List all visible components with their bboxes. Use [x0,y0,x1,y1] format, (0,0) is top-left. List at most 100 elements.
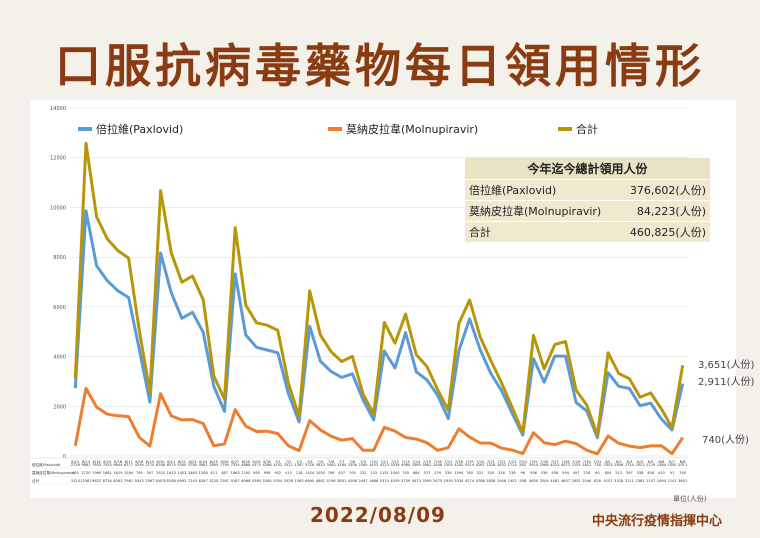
data-label: 3504 [540,479,550,483]
data-label: 2281 [220,479,229,483]
data-label: 9622 [92,479,101,483]
data-label: 1894 [657,479,667,483]
data-label: 3651 [678,479,687,483]
x-tick-label: 7/19 [466,460,475,464]
x-tick-label: 7/14 [412,460,421,464]
x-tick-label: 7/5 [317,460,323,464]
x-tick-label: 6/17 [125,460,133,464]
series-line-total [73,141,685,437]
x-tick-label: 7/15 [423,460,431,464]
x-tick-label: 7/23 [508,460,516,464]
data-label: 2497 [358,479,367,483]
summary-table: 今年迄今總計領用人份 倍拉維(Paxlovid) 376,602(人份) 莫納皮… [465,158,710,243]
data-label: 2911 [678,463,687,467]
data-label: 4266 [263,463,273,467]
data-label: 411 [210,471,217,475]
x-tick-label: 7/1 [275,460,281,464]
data-label: 410 [658,471,666,475]
data-label: 2537 [646,479,655,483]
x-tick-label: 6/23 [188,460,196,464]
summary-row: 莫納皮拉韋(Molnupiravir) 84,223(人份) [465,200,710,222]
x-tick-label: 6/21 [167,460,175,464]
data-label: 3812 [316,463,325,467]
data-label: 1505 [444,463,453,467]
data-label: 4267 [476,463,485,467]
data-label: 7324 [231,463,241,467]
data-label: 3111 [625,479,634,483]
data-label: 5054 [273,479,283,483]
data-label: 684 [413,471,421,475]
data-label: 4006 [348,479,358,483]
data-label: 2129 [646,463,656,467]
data-label: 2170 [145,463,155,467]
legend-label: 合計 [576,122,598,136]
data-label: 1686 [369,479,379,483]
data-label: 1839 [444,479,454,483]
data-label: 3306 [348,463,358,467]
data-label: 1050 [316,471,326,475]
data-label: 537 [424,471,431,475]
data-label: 6640 [305,479,315,483]
data-label: 3220 [209,479,219,483]
data-label: 2361 [635,479,644,483]
data-label: 4196 [326,479,336,483]
data-label: 90 [595,471,600,475]
table-row-label: 莫納皮拉韋(Molnupiravir) [32,470,76,475]
data-label: 2726 [71,463,81,467]
data-label: 804 [605,471,613,475]
data-label: 4240 [454,463,464,467]
data-label: 700 [349,471,357,475]
data-label: 1613 [167,471,176,475]
data-label: 397 [146,471,153,475]
x-tick-label: 8/1 [605,460,611,464]
data-label: 3914 [529,463,539,467]
data-label: 2446 [433,463,443,467]
x-tick-label: 6/27 [231,460,239,464]
data-label: 7053 [103,463,112,467]
x-tick-label: 8/2 [616,460,622,464]
y-tick-label: 4000 [53,355,66,361]
data-label: 936 [530,471,538,475]
data-label: 6992 [177,479,186,483]
summary-value: 376,602(人份) [618,179,710,201]
data-label: 1453 [369,463,378,467]
data-label: 512 [615,471,622,475]
x-tick-label: 7/21 [487,460,495,464]
data-label: 12581 [80,479,91,483]
x-tick-label: 6/30 [263,460,272,464]
data-label: 2675 [433,479,442,483]
report-date: 2022/08/09 [310,503,446,527]
data-label: 842 [519,463,526,467]
data-label: 2511 [284,463,293,467]
x-tick-label: 8/3 [626,460,632,464]
data-label: 4294 [135,463,145,467]
data-label: 2046 [582,479,592,483]
data-label: 2720 [81,471,91,475]
data-label: 5514 [465,463,475,467]
data-label: 8263 [113,479,122,483]
end-label-molnupiravir: 740(人份) [702,435,749,446]
data-label: 938 [519,479,527,483]
data-label: 796 [328,471,336,475]
x-tick-label: 6/29 [252,460,261,464]
data-label: 1094 [454,471,464,475]
data-label: 338 [637,471,645,475]
data-label: 520 [487,471,495,475]
x-tick-label: 7/11 [380,460,388,464]
y-tick-label: 6000 [53,305,66,311]
data-label: 408 [647,471,655,475]
data-label: 3164 [337,463,347,467]
data-label: 7961 [124,479,133,483]
table-row-label: 倍拉維(Paxlovid) [32,462,61,467]
data-label: 1463 [188,471,197,475]
organization: 中央流行疫情指揮中心 [592,514,723,529]
summary-label: 倍拉維(Paxlovid) [465,179,619,201]
x-tick-label: 7/25 [529,460,537,464]
data-label: 760 [466,471,474,475]
data-label: 2926 [284,479,294,483]
data-label: 4073 [412,479,421,483]
x-tick-label: 7/9 [360,460,366,464]
y-tick-label: 12000 [50,156,66,162]
data-label: 5374 [380,479,390,483]
series-line-molnupiravir [73,386,684,456]
